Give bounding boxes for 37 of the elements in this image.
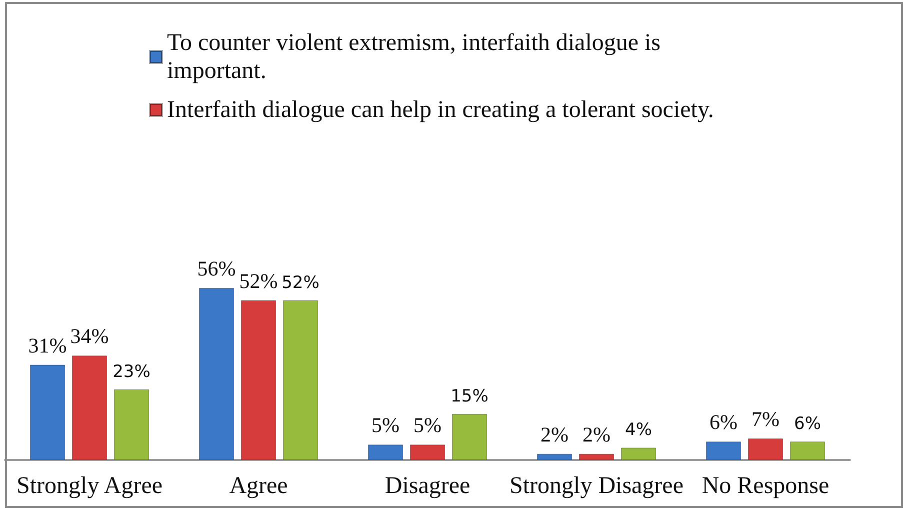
- x-tick-label: Disagree: [384, 473, 470, 499]
- bar: [748, 438, 783, 460]
- bar: [537, 454, 572, 460]
- bar: [579, 454, 614, 460]
- bar: [241, 300, 276, 460]
- data-label: 52%: [282, 272, 320, 293]
- data-label: 15%: [450, 386, 488, 406]
- data-label: 4%: [625, 420, 652, 440]
- data-label: 7%: [752, 407, 780, 431]
- data-label: 52%: [239, 268, 278, 293]
- x-tick-label: Agree: [229, 473, 288, 499]
- bar: [72, 356, 107, 460]
- bar: [368, 444, 403, 460]
- x-tick-label: Strongly Agree: [16, 473, 162, 499]
- data-label: 2%: [582, 422, 610, 446]
- data-label: 56%: [197, 256, 236, 280]
- bar: [30, 364, 65, 460]
- bar: [114, 389, 149, 460]
- bar: [410, 444, 445, 460]
- bar: [283, 300, 318, 460]
- x-tick-label: No Response: [702, 473, 830, 499]
- data-label: 2%: [540, 422, 568, 446]
- data-label: 5%: [372, 413, 400, 438]
- data-label: 23%: [112, 362, 150, 382]
- data-label: 5%: [414, 413, 442, 438]
- x-tick-label: Strongly Disagree: [510, 473, 684, 499]
- legend-label: Interfaith dialogue can help in creating a tolerant society.: [167, 97, 714, 123]
- bar: [621, 448, 656, 460]
- legend-label: To counter violent extremism, interfaith dialogue is important.: [167, 30, 667, 84]
- data-label: 6%: [710, 410, 738, 434]
- bar: [790, 442, 825, 460]
- data-label: 34%: [70, 324, 109, 348]
- bar: [452, 414, 487, 460]
- bar: [706, 442, 741, 460]
- data-label: 6%: [794, 414, 821, 434]
- bar: [199, 288, 234, 460]
- data-label: 31%: [28, 333, 67, 358]
